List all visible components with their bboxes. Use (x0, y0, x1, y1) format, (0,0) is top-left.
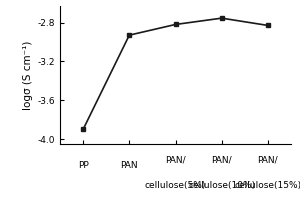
Text: PAN/: PAN/ (212, 156, 232, 165)
Text: cellulose(15%): cellulose(15%) (234, 181, 300, 190)
Text: PP: PP (78, 161, 88, 170)
Text: cellulose(5%): cellulose(5%) (145, 181, 206, 190)
Text: PAN: PAN (121, 161, 138, 170)
Text: cellulose(10%): cellulose(10%) (188, 181, 255, 190)
Y-axis label: logσ (S cm⁻¹): logσ (S cm⁻¹) (23, 40, 33, 110)
Text: PAN/: PAN/ (258, 156, 278, 165)
Text: PAN/: PAN/ (165, 156, 186, 165)
